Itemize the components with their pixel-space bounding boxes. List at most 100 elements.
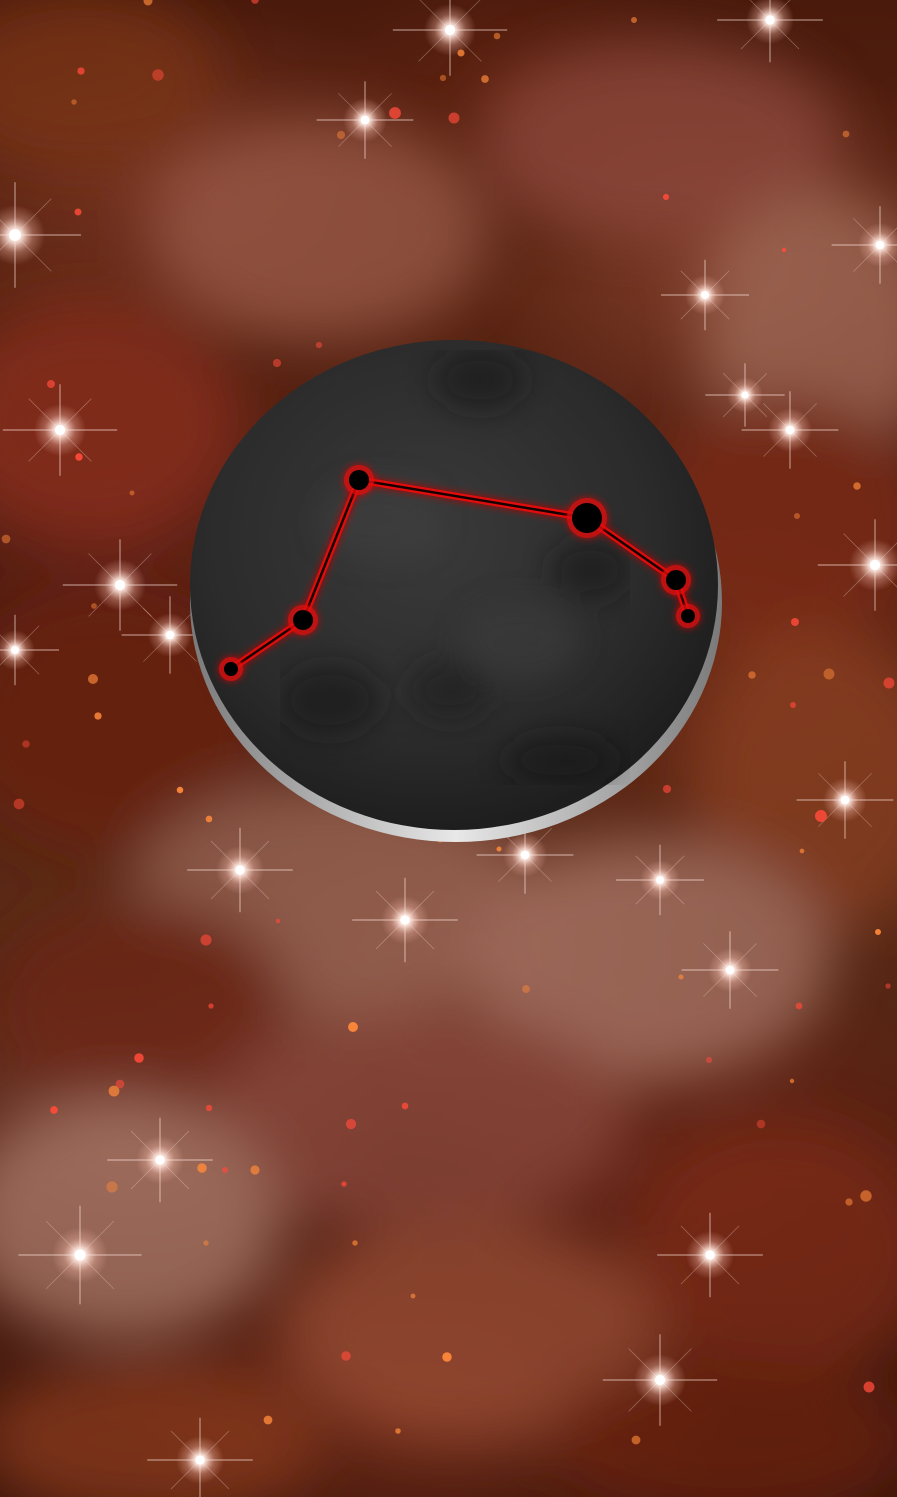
background-dot: [75, 453, 83, 461]
background-dot: [883, 677, 895, 689]
background-dot: [439, 74, 447, 82]
sparkle-star: [147, 1417, 253, 1497]
sparkle-star: [661, 259, 749, 331]
sparkle-star: [18, 1205, 142, 1305]
background-dot: [74, 208, 82, 216]
background-dot: [781, 247, 787, 253]
background-dot: [794, 513, 800, 519]
background-dot: [389, 107, 401, 119]
background-dot: [410, 1293, 416, 1299]
background-dot: [275, 918, 281, 924]
constellation-stars: [219, 465, 700, 681]
background-dot: [662, 193, 670, 201]
background-dot: [885, 983, 891, 989]
background-dot: [631, 17, 637, 23]
background-dot: [263, 1415, 273, 1425]
background-dot: [481, 75, 489, 83]
sparkle-star: [107, 1117, 213, 1203]
disc-texture: [280, 350, 630, 785]
background-dot: [863, 1381, 875, 1393]
constellation-star: [349, 470, 369, 490]
background-dot: [250, 1165, 260, 1175]
sparkle-star: [0, 614, 59, 686]
background-dot: [106, 1181, 118, 1193]
background-dot: [401, 1102, 409, 1110]
sparkle-star: [681, 931, 779, 1009]
background-dot: [352, 1240, 358, 1246]
background-dot: [272, 358, 282, 368]
background-dot: [203, 1240, 209, 1246]
background-dot: [823, 668, 835, 680]
sparkle-star: [616, 844, 704, 916]
background-dot: [341, 1181, 347, 1187]
constellation-star: [666, 570, 686, 590]
background-dot: [345, 1118, 357, 1130]
background-dot: [795, 1002, 803, 1010]
constellation-star: [293, 610, 313, 630]
background-dot: [678, 974, 684, 980]
sparkle-star: [316, 81, 414, 159]
background-dot: [197, 1163, 207, 1173]
constellation-link-core: [357, 478, 589, 520]
background-dot: [522, 985, 530, 993]
background-dot: [87, 673, 99, 685]
background-dot: [115, 1079, 125, 1089]
background-dot: [341, 1351, 351, 1361]
background-dot: [756, 1119, 766, 1129]
sparkle-star: [121, 596, 219, 674]
sparkle-star: [602, 1334, 718, 1426]
sparkle-star: [657, 1212, 763, 1298]
background-dot: [815, 810, 827, 822]
background-dot: [748, 671, 756, 679]
background-dot: [705, 1056, 713, 1064]
background-dot: [251, 0, 259, 4]
sparkle-star: [187, 827, 293, 913]
sparkle-star: [705, 363, 785, 427]
background-dot: [442, 1352, 452, 1362]
background-dot: [152, 69, 164, 81]
sparkle-star: [717, 0, 823, 63]
constellation-link-core: [301, 478, 361, 622]
sparkle-star: [796, 761, 894, 839]
background-dot: [108, 1085, 120, 1097]
background-dot: [22, 740, 30, 748]
background-dot: [631, 1435, 641, 1445]
background-dot: [143, 0, 153, 6]
background-dot: [790, 702, 796, 708]
sparkle-star: [392, 0, 508, 76]
background-dot: [77, 67, 85, 75]
background-dot: [176, 786, 184, 794]
background-dot: [395, 1428, 401, 1434]
background-dot: [71, 99, 77, 105]
sparkle-star: [831, 206, 897, 284]
background-dot: [791, 618, 799, 626]
sparkle-star: [2, 384, 118, 476]
sparkle-star: [352, 877, 458, 963]
sparkle-star: [741, 391, 839, 469]
background-dot: [789, 1078, 795, 1084]
background-dot: [842, 130, 850, 138]
background-dot: [208, 1003, 214, 1009]
background-dot: [336, 130, 346, 140]
background-dot: [200, 934, 212, 946]
background-dot: [50, 1106, 58, 1114]
background-dot: [875, 929, 881, 935]
background-dot: [493, 32, 501, 40]
background-dot: [860, 1190, 872, 1202]
sparkle-star: [817, 519, 897, 611]
background-dot: [1, 534, 11, 544]
sparkle-star: [0, 182, 81, 288]
background-dot: [94, 712, 102, 720]
background-dot: [448, 112, 460, 124]
background-dot: [799, 848, 805, 854]
background-dot: [348, 1022, 358, 1032]
background-dot: [129, 490, 135, 496]
constellation-star: [224, 662, 238, 676]
background-dot: [221, 1166, 229, 1174]
background-dot: [47, 380, 55, 388]
background-dot: [853, 482, 861, 490]
background-dot: [134, 1053, 144, 1063]
background-dot: [315, 341, 323, 349]
